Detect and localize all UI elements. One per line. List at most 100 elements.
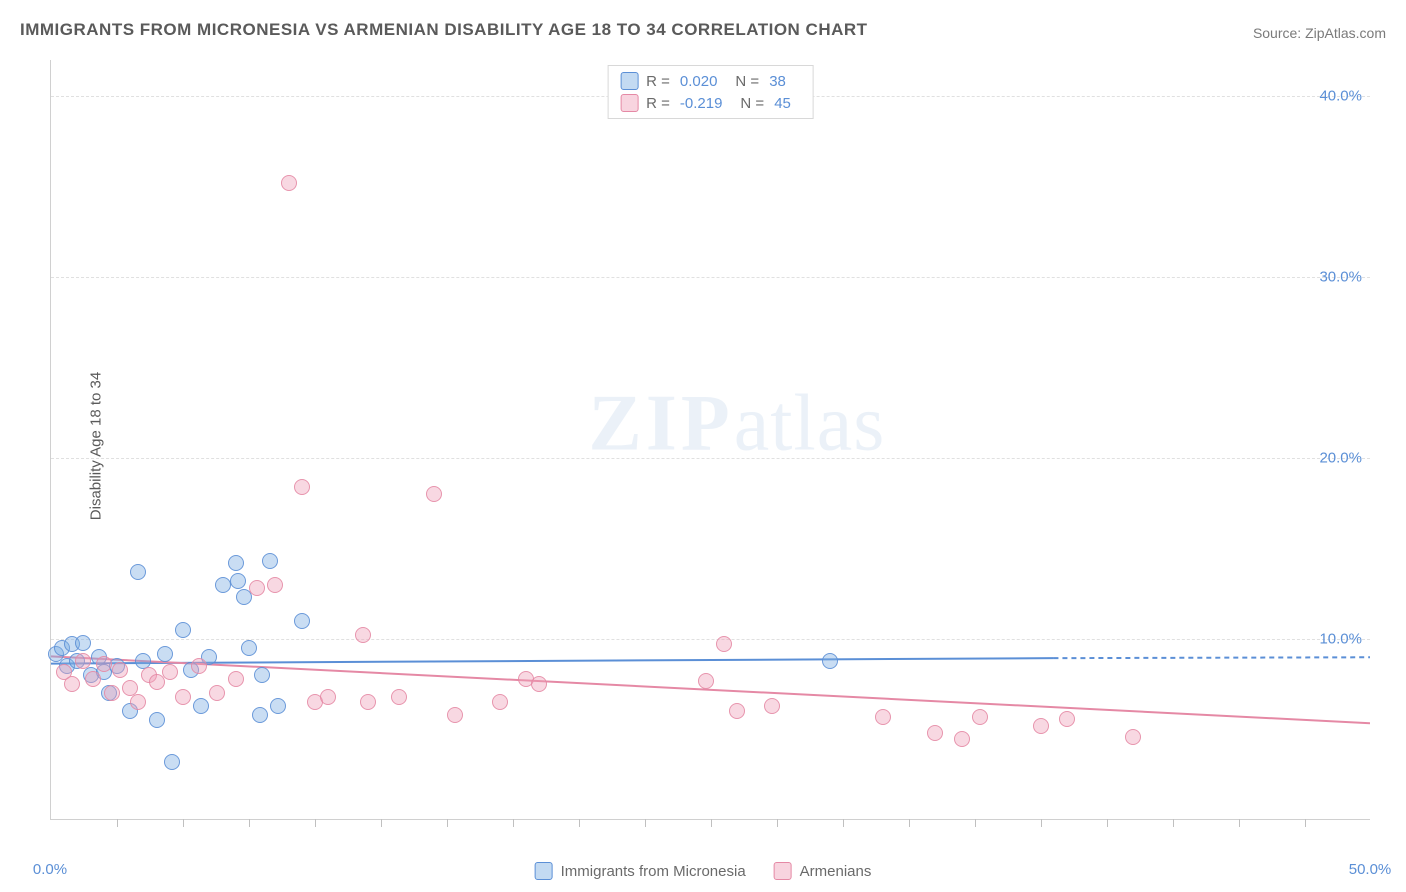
legend-swatch	[774, 862, 792, 880]
trend-lines-svg	[51, 60, 1370, 819]
x-minor-tick	[777, 819, 778, 827]
x-minor-tick	[645, 819, 646, 827]
legend-swatch	[535, 862, 553, 880]
scatter-point	[164, 754, 180, 770]
n-label: N =	[735, 73, 759, 90]
scatter-point	[64, 676, 80, 692]
y-tick-label: 40.0%	[1319, 88, 1362, 105]
scatter-point	[149, 674, 165, 690]
scatter-point	[262, 553, 278, 569]
x-minor-tick	[183, 819, 184, 827]
scatter-point	[729, 703, 745, 719]
x-minor-tick	[1305, 819, 1306, 827]
x-minor-tick	[1173, 819, 1174, 827]
watermark: ZIPatlas	[588, 379, 885, 470]
watermark-atlas: atlas	[734, 380, 886, 468]
scatter-point	[294, 479, 310, 495]
r-value: -0.219	[680, 95, 723, 112]
scatter-point	[191, 658, 207, 674]
scatter-point	[391, 689, 407, 705]
x-tick-label: 50.0%	[1349, 861, 1392, 878]
r-label: R =	[646, 95, 670, 112]
x-minor-tick	[513, 819, 514, 827]
y-tick-label: 10.0%	[1319, 631, 1362, 648]
scatter-point	[698, 673, 714, 689]
scatter-point	[927, 725, 943, 741]
legend-swatch	[620, 94, 638, 112]
scatter-point	[230, 573, 246, 589]
scatter-point	[320, 689, 336, 705]
correlation-legend-row: R = 0.020 N = 38	[620, 70, 801, 92]
x-minor-tick	[975, 819, 976, 827]
scatter-point	[355, 627, 371, 643]
scatter-point	[130, 694, 146, 710]
scatter-point	[492, 694, 508, 710]
scatter-point	[85, 671, 101, 687]
scatter-point	[267, 577, 283, 593]
x-minor-tick	[711, 819, 712, 827]
r-value: 0.020	[680, 73, 718, 90]
x-minor-tick	[249, 819, 250, 827]
series-legend-item: Immigrants from Micronesia	[535, 862, 746, 880]
x-minor-tick	[447, 819, 448, 827]
scatter-point	[75, 635, 91, 651]
x-minor-tick	[1239, 819, 1240, 827]
scatter-point	[270, 698, 286, 714]
scatter-point	[281, 175, 297, 191]
scatter-point	[228, 555, 244, 571]
trend-line-extension	[1053, 657, 1370, 658]
scatter-point	[96, 656, 112, 672]
scatter-point	[228, 671, 244, 687]
scatter-point	[241, 640, 257, 656]
n-value: 45	[774, 95, 791, 112]
scatter-point	[122, 680, 138, 696]
x-minor-tick	[315, 819, 316, 827]
scatter-point	[157, 646, 173, 662]
scatter-point	[175, 689, 191, 705]
scatter-point	[1033, 718, 1049, 734]
series-legend: Immigrants from Micronesia Armenians	[535, 862, 872, 880]
x-minor-tick	[381, 819, 382, 827]
scatter-point	[360, 694, 376, 710]
scatter-point	[75, 653, 91, 669]
scatter-point	[254, 667, 270, 683]
scatter-point	[954, 731, 970, 747]
series-name: Armenians	[800, 863, 872, 880]
source-label: Source:	[1253, 25, 1305, 41]
grid-line-horizontal	[51, 458, 1370, 459]
n-label: N =	[740, 95, 764, 112]
scatter-point	[764, 698, 780, 714]
correlation-legend: R = 0.020 N = 38 R = -0.219 N = 45	[607, 65, 814, 119]
scatter-point	[716, 636, 732, 652]
x-minor-tick	[117, 819, 118, 827]
scatter-point	[249, 580, 265, 596]
plot-area: ZIPatlas R = 0.020 N = 38 R = -0.219 N = 45 10.…	[50, 60, 1370, 820]
x-minor-tick	[843, 819, 844, 827]
scatter-point	[149, 712, 165, 728]
scatter-point	[175, 622, 191, 638]
y-tick-label: 20.0%	[1319, 450, 1362, 467]
scatter-point	[426, 486, 442, 502]
correlation-legend-row: R = -0.219 N = 45	[620, 92, 801, 114]
x-tick-label: 0.0%	[33, 861, 67, 878]
scatter-point	[1059, 711, 1075, 727]
series-name: Immigrants from Micronesia	[561, 863, 746, 880]
series-legend-item: Armenians	[774, 862, 872, 880]
x-minor-tick	[1107, 819, 1108, 827]
grid-line-horizontal	[51, 277, 1370, 278]
scatter-point	[112, 662, 128, 678]
n-value: 38	[769, 73, 786, 90]
scatter-point	[215, 577, 231, 593]
legend-swatch	[620, 72, 638, 90]
x-minor-tick	[1041, 819, 1042, 827]
scatter-point	[294, 613, 310, 629]
r-label: R =	[646, 73, 670, 90]
trend-line	[51, 656, 1370, 723]
scatter-point	[104, 685, 120, 701]
x-minor-tick	[579, 819, 580, 827]
scatter-point	[252, 707, 268, 723]
x-minor-tick	[909, 819, 910, 827]
scatter-point	[193, 698, 209, 714]
scatter-point	[531, 676, 547, 692]
scatter-point	[130, 564, 146, 580]
